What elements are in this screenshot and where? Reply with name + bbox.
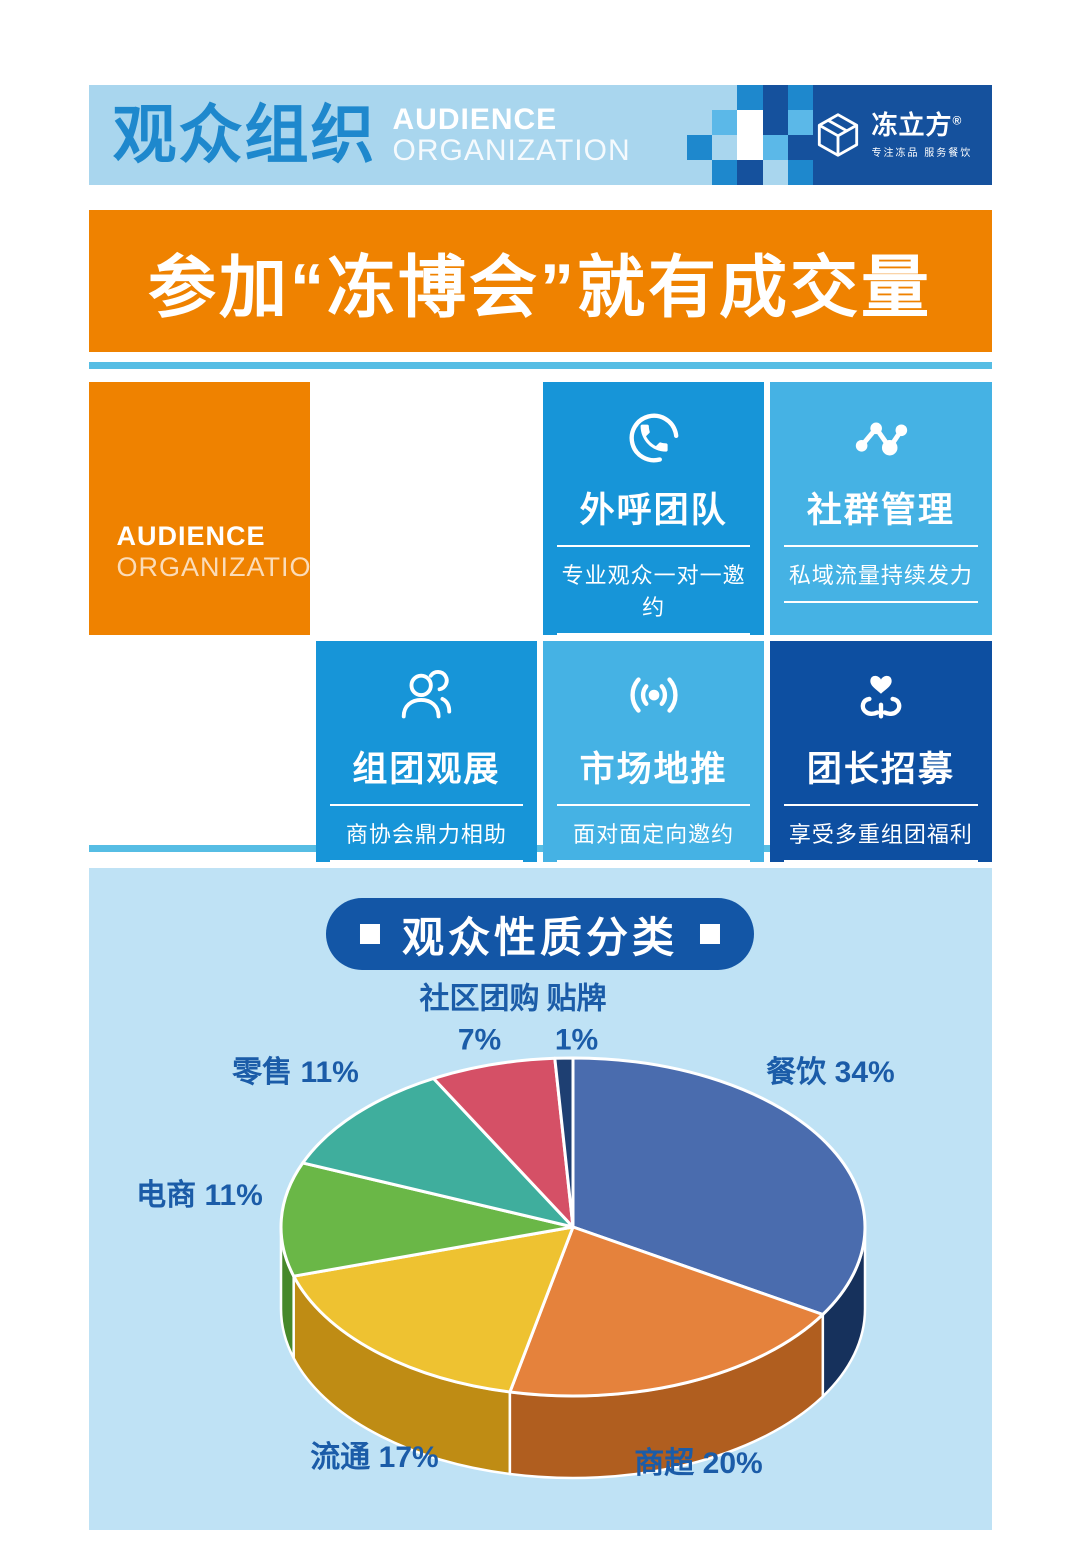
pie-label-流通: 流通 17% bbox=[310, 1440, 439, 1474]
heart-hands-icon bbox=[850, 665, 912, 729]
broadcast-icon bbox=[623, 665, 685, 729]
page-title-en: AUDIENCE ORGANIZATION bbox=[392, 102, 631, 167]
phone-icon bbox=[623, 406, 685, 470]
page-title-en-line1: AUDIENCE bbox=[392, 102, 558, 136]
card-group-visit: 组团观展 商协会鼎力相助 bbox=[315, 641, 537, 862]
empty-cell bbox=[89, 641, 310, 862]
card-outbound-team: 外呼团队 专业观众一对一邀约 bbox=[543, 382, 765, 635]
card-subtitle: 专业观众一对一邀约 bbox=[557, 545, 751, 635]
square-bullet-right-icon bbox=[700, 924, 721, 944]
pie-label-贴牌: 贴牌 1% bbox=[546, 982, 607, 1057]
chart-title: 观众性质分类 bbox=[401, 913, 679, 961]
header-band: 观众组织 AUDIENCE ORGANIZATION bbox=[88, 85, 992, 185]
page-title-en-line2: ORGANIZATION bbox=[392, 134, 631, 167]
logo-area: 冻立方® 专注冻品 服务餐饮 bbox=[783, 85, 992, 185]
headline-banner: 参加“冻博会”就有成交量 bbox=[88, 210, 992, 352]
card-subtitle: 面对面定向邀约 bbox=[557, 804, 751, 862]
square-bullet-left-icon bbox=[359, 924, 380, 944]
pie-slice-餐饮 bbox=[571, 1056, 866, 1316]
pie-label-餐饮: 餐饮 34% bbox=[766, 1055, 895, 1089]
chart-panel: 餐饮 34% 商超 20% 流通 17% 电商 11% 零售 11% 社区团购 7% 贴牌 1%… bbox=[88, 868, 992, 1530]
pie-label-商超: 商超 20% bbox=[634, 1446, 763, 1480]
pixel-mosaic-decoration bbox=[686, 85, 814, 185]
card-subtitle: 私域流量持续发力 bbox=[784, 545, 978, 603]
audience-card-line1: AUDIENCE bbox=[116, 520, 266, 551]
card-community-management: 社群管理 私域流量持续发力 bbox=[770, 382, 992, 635]
card-ground-promotion: 市场地推 面对面定向邀约 bbox=[543, 641, 765, 862]
pie-label-社区团购: 社区团购 7% bbox=[419, 982, 540, 1057]
card-title: 团长招募 bbox=[806, 750, 955, 789]
pie-slice-商超 bbox=[507, 1225, 824, 1398]
pie-label-电商: 电商 11% bbox=[136, 1178, 263, 1212]
feature-grid: AUDIENCE ORGANIZATION 外呼团队 专业观众一对一邀约 bbox=[88, 382, 992, 862]
logo-name: 冻立方® bbox=[871, 110, 963, 141]
empty-cell bbox=[316, 382, 537, 635]
share-icon bbox=[850, 406, 912, 470]
card-title: 外呼团队 bbox=[579, 491, 728, 530]
card-title: 社群管理 bbox=[806, 491, 955, 530]
content: 观众组织 AUDIENCE ORGANIZATION bbox=[88, 85, 992, 1530]
card-title: 组团观展 bbox=[352, 750, 501, 789]
audience-card-line2: ORGANIZATION bbox=[116, 551, 333, 582]
pie-label-零售: 零售 11% bbox=[232, 1055, 359, 1089]
pie-slice-电商 bbox=[279, 1161, 574, 1278]
pie-chart bbox=[279, 1056, 866, 1480]
cube-logo-icon bbox=[817, 113, 858, 157]
pie-slice-零售 bbox=[300, 1077, 574, 1229]
person-icon bbox=[395, 665, 457, 729]
pie-slice-贴牌 bbox=[552, 1056, 574, 1229]
headline-text: 参加“冻博会”就有成交量 bbox=[147, 249, 932, 326]
audience-card-text: AUDIENCE ORGANIZATION bbox=[117, 521, 333, 583]
logo-tagline: 专注冻品 服务餐饮 bbox=[871, 147, 973, 159]
page-title: 观众组织 bbox=[112, 99, 377, 171]
card-subtitle: 享受多重组团福利 bbox=[784, 804, 978, 862]
card-subtitle: 商协会鼎力相助 bbox=[329, 804, 523, 862]
audience-organization-card: AUDIENCE ORGANIZATION bbox=[88, 382, 331, 635]
section-divider bbox=[88, 362, 992, 369]
section-divider bbox=[88, 845, 992, 852]
card-title: 市场地推 bbox=[579, 750, 728, 789]
chart-title-pill: 观众性质分类 bbox=[325, 898, 755, 970]
header-title-area: 观众组织 AUDIENCE ORGANIZATION bbox=[88, 85, 784, 185]
pie-slice-社区团购 bbox=[431, 1056, 574, 1229]
logo-text: 冻立方® 专注冻品 服务餐饮 bbox=[872, 111, 973, 159]
card-leader-recruitment: 团长招募 享受多重组团福利 bbox=[770, 641, 992, 862]
pie-slice-流通 bbox=[291, 1225, 574, 1394]
